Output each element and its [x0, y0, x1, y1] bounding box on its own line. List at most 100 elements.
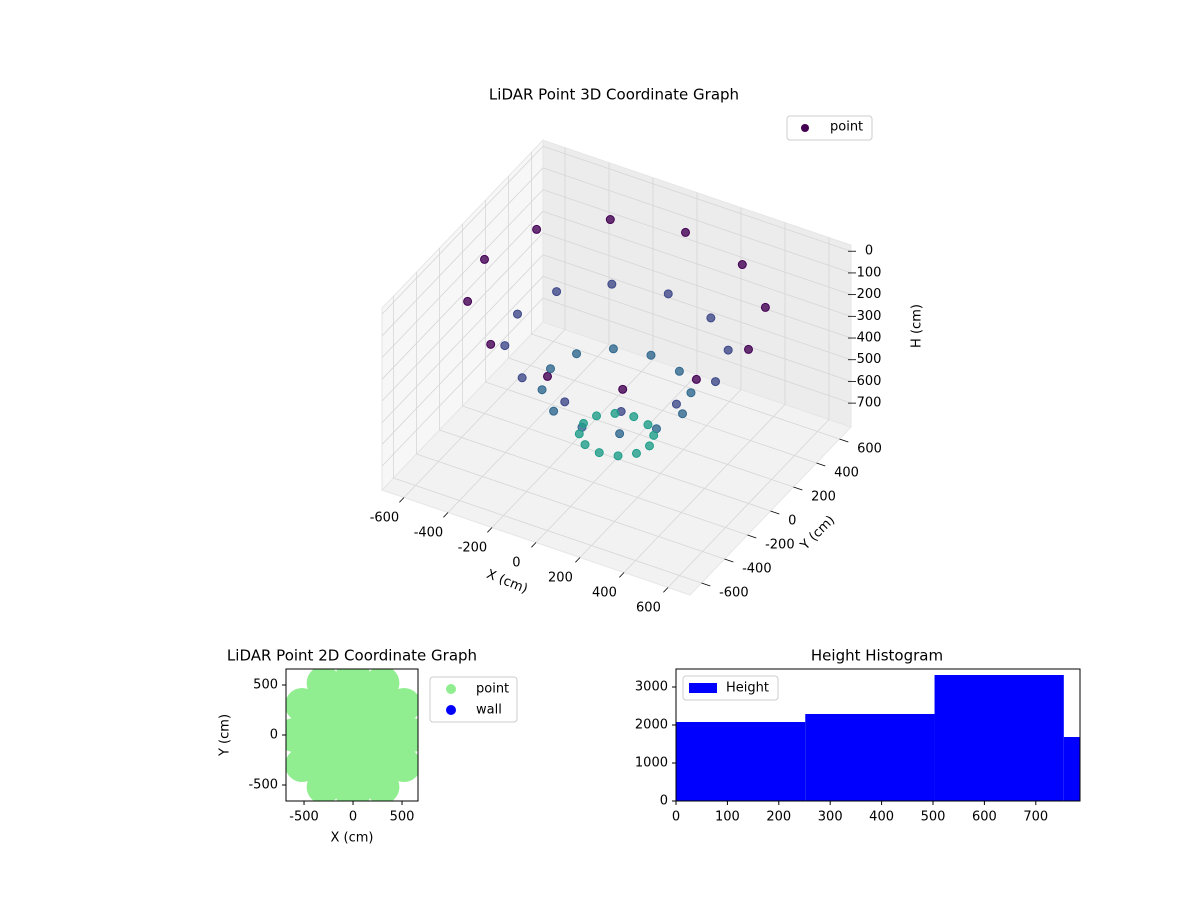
x-tick	[487, 527, 493, 533]
legend-marker	[689, 683, 717, 693]
point	[463, 296, 473, 306]
point	[674, 366, 684, 376]
x-tick-label: -200	[458, 540, 488, 555]
x-tick	[619, 572, 625, 578]
y-tick-label: 0	[270, 728, 278, 743]
point	[671, 399, 681, 409]
y-tick-label: -500	[248, 778, 278, 793]
x-tick-label: -400	[414, 525, 444, 540]
y-tick	[747, 534, 757, 539]
z-tick-label: 100	[857, 265, 882, 280]
axes-frame	[675, 668, 1081, 802]
y-tick	[724, 558, 734, 563]
y-tick	[816, 462, 826, 467]
x-tick-label: 0	[512, 555, 520, 570]
point	[645, 441, 654, 451]
legend-marker	[446, 684, 456, 694]
z-tick-label: 300	[857, 309, 882, 324]
grid-line	[542, 297, 852, 404]
grid-line	[542, 189, 852, 296]
point	[608, 344, 618, 354]
legend-label: Height	[726, 681, 769, 696]
point	[737, 260, 747, 270]
grid-line	[393, 477, 702, 584]
grid-line	[381, 167, 544, 337]
point	[723, 345, 733, 355]
grid-line	[542, 276, 852, 382]
y-tick-label: 3000	[635, 680, 668, 695]
grid-line	[531, 333, 840, 440]
z-tick-label: 400	[857, 331, 882, 346]
point	[486, 339, 496, 349]
point	[610, 408, 620, 418]
point	[607, 279, 617, 289]
x-tick-label: 100	[715, 810, 740, 825]
y-tick-label: 500	[253, 678, 278, 693]
point	[480, 254, 489, 264]
y-tick-label: -400	[742, 562, 772, 577]
point	[594, 448, 604, 458]
point	[706, 313, 716, 323]
legend-label: point	[830, 120, 863, 135]
x-tick	[663, 587, 669, 593]
point	[711, 377, 720, 387]
point	[580, 440, 590, 450]
grid-line	[381, 276, 544, 445]
grid-line	[381, 297, 544, 467]
z-axis-label: H (cm)	[910, 304, 925, 348]
grid-line	[381, 145, 544, 315]
point	[663, 289, 673, 299]
x-tick-label: 400	[592, 585, 617, 600]
grid-line	[542, 232, 852, 339]
point	[744, 344, 753, 354]
point	[543, 371, 552, 381]
grid-line	[542, 145, 852, 252]
point	[572, 349, 582, 359]
legend-label: wall	[476, 703, 502, 718]
y-tick-label: 200	[811, 490, 836, 505]
grid-line	[439, 429, 748, 536]
plot-area	[286, 669, 418, 801]
y-tick-label: 1000	[635, 756, 668, 771]
x-tick-label: 700	[1023, 810, 1048, 825]
point	[613, 451, 623, 461]
point	[646, 350, 656, 360]
z-tick-label: 200	[857, 287, 882, 302]
z-tick-label: 500	[857, 352, 882, 367]
grid-line	[485, 381, 794, 488]
point	[579, 418, 588, 428]
x-tick-label: 500	[921, 810, 946, 825]
x-tick	[399, 497, 405, 503]
point	[681, 227, 690, 237]
point	[517, 373, 527, 383]
point	[691, 374, 701, 384]
y-tick-label: 600	[857, 442, 882, 457]
point	[513, 309, 522, 319]
x-tick-label: 300	[818, 810, 843, 825]
point	[686, 388, 696, 398]
grid-line	[381, 254, 544, 424]
point	[532, 224, 542, 234]
x-tick-label: 200	[548, 570, 573, 585]
x-tick-label: 500	[390, 810, 415, 825]
legend-label: point	[476, 682, 509, 697]
bar	[934, 675, 1064, 801]
point	[615, 429, 625, 439]
grid-line	[416, 453, 725, 560]
z-tick-label: 0	[865, 244, 873, 259]
x-tick-label: -500	[289, 810, 319, 825]
y-tick-label: -600	[719, 586, 749, 601]
point	[678, 409, 687, 419]
y-tick	[770, 510, 780, 515]
point	[574, 429, 584, 439]
bar	[676, 722, 806, 801]
x-tick	[443, 512, 449, 518]
y-tick-label: -200	[765, 538, 795, 553]
legend-marker	[446, 705, 456, 715]
point	[629, 412, 639, 422]
y-tick-label: 0	[660, 794, 668, 809]
x-tick-label: 400	[869, 810, 894, 825]
legend-box	[786, 115, 873, 141]
x-tick-label: 600	[972, 810, 997, 825]
